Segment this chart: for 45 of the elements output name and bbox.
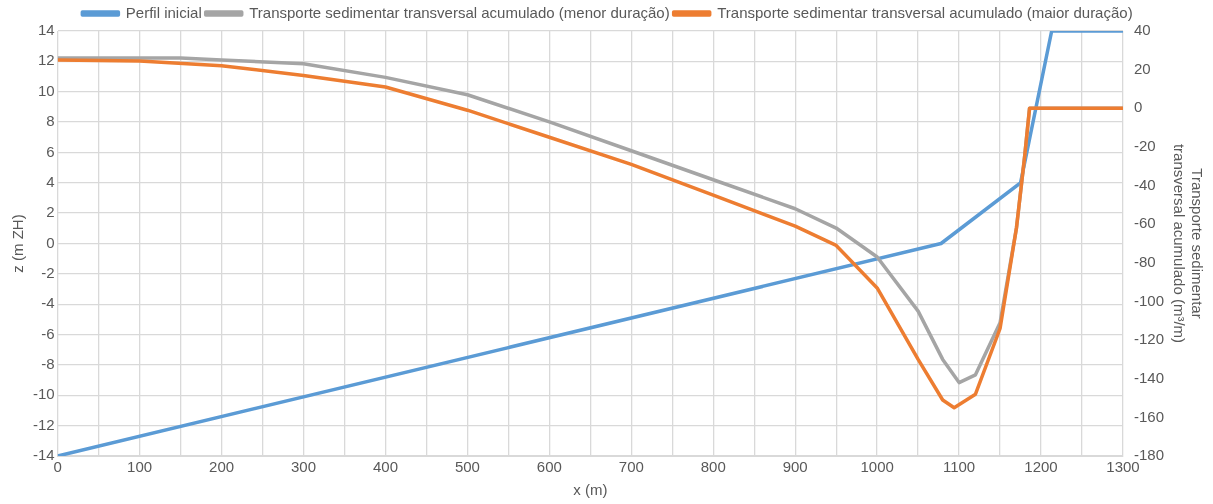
y-tick-label: -2 xyxy=(41,264,55,281)
x-tick-label: 1100 xyxy=(942,458,976,476)
x-tick-label: 1000 xyxy=(860,458,894,476)
y-tick-label: 8 xyxy=(46,112,55,130)
x-tick-label: 500 xyxy=(454,458,480,476)
y2-tick-label: -120 xyxy=(1133,330,1165,348)
x-tick-label: 100 xyxy=(127,458,153,476)
y-axis-title: z (m ZH) xyxy=(9,214,27,273)
y2-axis-title: Transporte sedimentar transversal acumulado (m³/m) xyxy=(1170,143,1206,344)
x-tick-label: 900 xyxy=(782,458,808,476)
y-tick-label: 10 xyxy=(37,81,55,99)
y-tick-label: -4 xyxy=(41,294,55,312)
y2-tick-label: 0 xyxy=(1133,98,1143,116)
y-tick-label: -12 xyxy=(32,415,55,433)
y-tick-label: -6 xyxy=(41,324,55,342)
x-tick-label: 1200 xyxy=(1024,458,1058,476)
legend-label: Perfil inicial xyxy=(125,3,202,21)
y-tick-label: 6 xyxy=(46,142,55,160)
y-tick-label: 0 xyxy=(46,233,55,251)
y2-tick-label: 20 xyxy=(1133,59,1151,77)
y2-tick-label: -140 xyxy=(1133,368,1165,386)
x-tick-label: 1300 xyxy=(1106,458,1140,476)
y2-tick-label: -80 xyxy=(1133,252,1156,270)
y-tick-label: 2 xyxy=(46,203,55,221)
y-tick-label: 4 xyxy=(46,172,55,190)
y-tick-label: 12 xyxy=(37,51,55,69)
y-tick-label: -8 xyxy=(41,355,55,373)
y2-tick-label: -60 xyxy=(1133,214,1156,232)
y-tick-label: -14 xyxy=(32,446,55,464)
y2-tick-label: -100 xyxy=(1133,291,1165,309)
y2-tick-label: 40 xyxy=(1133,21,1151,39)
x-tick-label: 400 xyxy=(372,458,398,476)
legend-label: Transporte sedimentar transversal acumulado (maior duração) xyxy=(717,3,1133,21)
y2-tick-label: -160 xyxy=(1133,407,1165,425)
x-tick-label: 700 xyxy=(618,458,644,476)
x-tick-label: 200 xyxy=(209,458,235,476)
y-tick-label: -10 xyxy=(32,385,55,403)
y-tick-label: 14 xyxy=(37,21,55,39)
x-tick-label: 600 xyxy=(536,458,562,476)
x-axis-title: x (m) xyxy=(573,481,608,499)
legend-label: Transporte sedimentar transversal acumulado (menor duração) xyxy=(249,3,670,21)
y2-tick-label: -20 xyxy=(1133,137,1156,155)
x-tick-label: 800 xyxy=(700,458,726,476)
y2-tick-label: -40 xyxy=(1133,175,1156,193)
x-tick-label: 300 xyxy=(291,458,317,476)
